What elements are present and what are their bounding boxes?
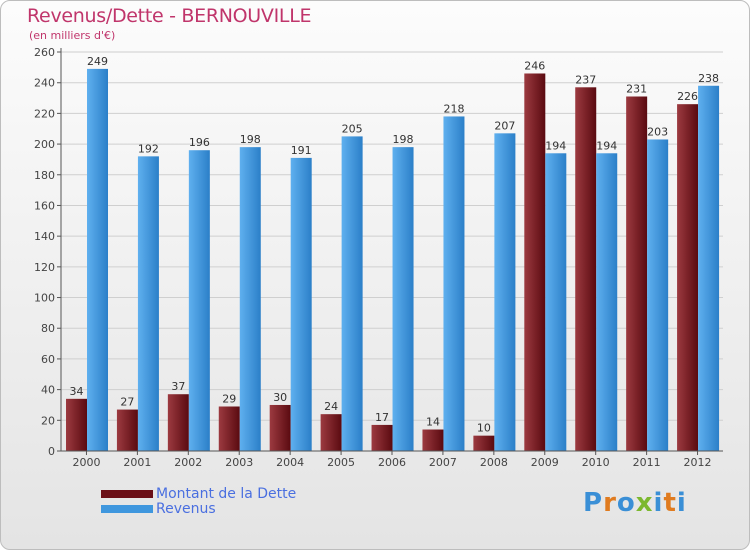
data-label-revenus: 194: [596, 139, 617, 152]
logo-letter: r: [603, 488, 617, 518]
bar-dette: [677, 104, 699, 451]
bar-dette: [269, 404, 291, 451]
bar-dette: [626, 96, 648, 451]
bar-revenus: [545, 153, 567, 452]
logo-letter: x: [635, 488, 654, 518]
bar-revenus: [188, 150, 210, 451]
y-tick-label: 80: [41, 322, 55, 335]
logo-letter: t: [663, 488, 677, 518]
y-tick-label: 40: [41, 384, 55, 397]
logo-letter: i: [676, 488, 687, 518]
bar-dette: [524, 73, 546, 451]
data-label-revenus: 194: [545, 139, 566, 152]
y-tick-label: 180: [34, 169, 55, 182]
bar-revenus: [698, 85, 720, 451]
y-tick-label: 120: [34, 261, 55, 274]
x-tick-label: 2008: [480, 456, 508, 469]
bar-dette: [218, 406, 240, 451]
bar-revenus: [87, 68, 108, 451]
data-label-revenus: 192: [138, 142, 159, 155]
x-tick-label: 2004: [276, 456, 304, 469]
bar-revenus: [647, 139, 669, 451]
bar-revenus: [392, 147, 414, 451]
x-tick-label: 2012: [684, 456, 712, 469]
bar-revenus: [137, 156, 159, 451]
data-label-revenus: 249: [87, 55, 108, 68]
bar-dette: [116, 409, 138, 451]
data-label-dette: 237: [575, 73, 596, 86]
data-label-revenus: 218: [443, 102, 464, 115]
data-label-revenus: 198: [393, 133, 414, 146]
bar-dette: [575, 87, 597, 452]
data-label-dette: 14: [426, 416, 440, 429]
y-tick-label: 100: [34, 292, 55, 305]
x-tick-label: 2006: [378, 456, 406, 469]
data-label-revenus: 203: [647, 125, 668, 138]
x-tick-label: 2007: [429, 456, 457, 469]
x-tick-label: 2011: [633, 456, 661, 469]
bar-revenus: [290, 157, 312, 451]
data-label-dette: 17: [375, 411, 389, 424]
legend-label-dette: Montant de la Dette: [156, 486, 297, 502]
bar-revenus: [239, 147, 261, 451]
bar-dette: [167, 394, 189, 451]
data-label-dette: 246: [524, 59, 545, 72]
data-label-dette: 24: [324, 400, 338, 413]
data-label-dette: 27: [120, 396, 134, 409]
y-tick-label: 220: [34, 107, 55, 120]
data-label-revenus: 191: [291, 144, 312, 157]
bar-revenus: [596, 153, 618, 452]
bar-dette: [473, 435, 495, 451]
data-label-dette: 37: [171, 380, 185, 393]
logo-letter: P: [583, 488, 604, 518]
data-label-dette: 226: [677, 90, 698, 103]
y-tick-label: 160: [34, 199, 55, 212]
x-tick-label: 2002: [174, 456, 202, 469]
bar-revenus: [494, 133, 516, 452]
x-tick-label: 2009: [531, 456, 559, 469]
bar-dette: [320, 414, 342, 451]
chart-title: Revenus/Dette - BERNOUVILLE: [27, 5, 312, 27]
bar-revenus: [443, 116, 465, 451]
y-tick-label: 0: [48, 445, 55, 458]
bar-dette: [422, 429, 444, 451]
bar-dette: [66, 398, 87, 451]
logo-letter: o: [616, 488, 636, 518]
bar-revenus: [341, 136, 363, 451]
bar-dette: [371, 424, 393, 451]
y-tick-label: 140: [34, 230, 55, 243]
x-tick-label: 2003: [225, 456, 253, 469]
legend-swatch-revenus: [101, 505, 153, 513]
data-label-revenus: 205: [342, 122, 363, 135]
data-label-revenus: 196: [189, 136, 210, 149]
legend-label-revenus: Revenus: [156, 501, 216, 517]
x-tick-label: 2010: [582, 456, 610, 469]
x-tick-label: 2001: [123, 456, 151, 469]
data-label-revenus: 238: [698, 72, 719, 85]
data-label-dette: 29: [222, 392, 236, 405]
data-label-dette: 10: [477, 422, 491, 435]
chart-unit-note: (en milliers d'€): [29, 29, 116, 42]
y-tick-label: 240: [34, 77, 55, 90]
y-tick-label: 260: [34, 46, 55, 59]
data-label-dette: 231: [626, 83, 647, 96]
y-tick-label: 20: [41, 414, 55, 427]
data-label-revenus: 198: [240, 133, 261, 146]
data-label-revenus: 207: [494, 119, 515, 132]
logo-letter: i: [653, 488, 664, 518]
proxiti-logo: Proxiti: [583, 488, 687, 518]
legend-swatch-dette: [101, 490, 153, 498]
y-tick-label: 200: [34, 138, 55, 151]
data-label-dette: 30: [273, 391, 287, 404]
data-label-dette: 34: [70, 385, 84, 398]
x-tick-label: 2000: [72, 456, 100, 469]
x-tick-label: 2005: [327, 456, 355, 469]
y-tick-label: 60: [41, 353, 55, 366]
